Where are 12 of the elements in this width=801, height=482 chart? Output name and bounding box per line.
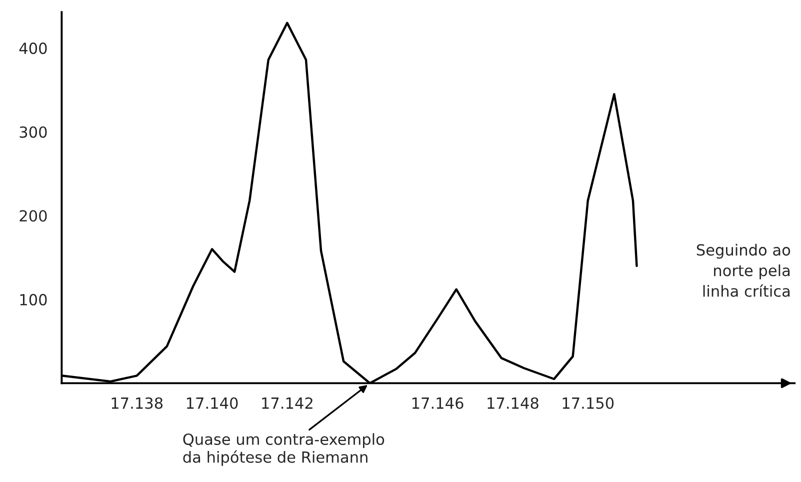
y-tick-label: 100 — [20, 294, 47, 306]
annotation: Quase um contra-exemplo da hipótese de Riemann — [183, 433, 384, 466]
x-tick-label: 17.146 — [412, 397, 464, 409]
y-tick-label: 200 — [20, 210, 47, 222]
x-tick-label: 17.140 — [186, 397, 238, 409]
annotation: Seguindo ao norte pela linha crítica — [696, 244, 790, 297]
x-tick-label: 17.148 — [488, 397, 538, 409]
x-tick-label: 17.142 — [262, 397, 312, 409]
x-tick-label: 17.150 — [562, 397, 614, 409]
x-tick-label: 17.138 — [112, 397, 163, 409]
y-tick-label: 300 — [20, 126, 47, 138]
y-tick-label: 400 — [19, 42, 47, 54]
